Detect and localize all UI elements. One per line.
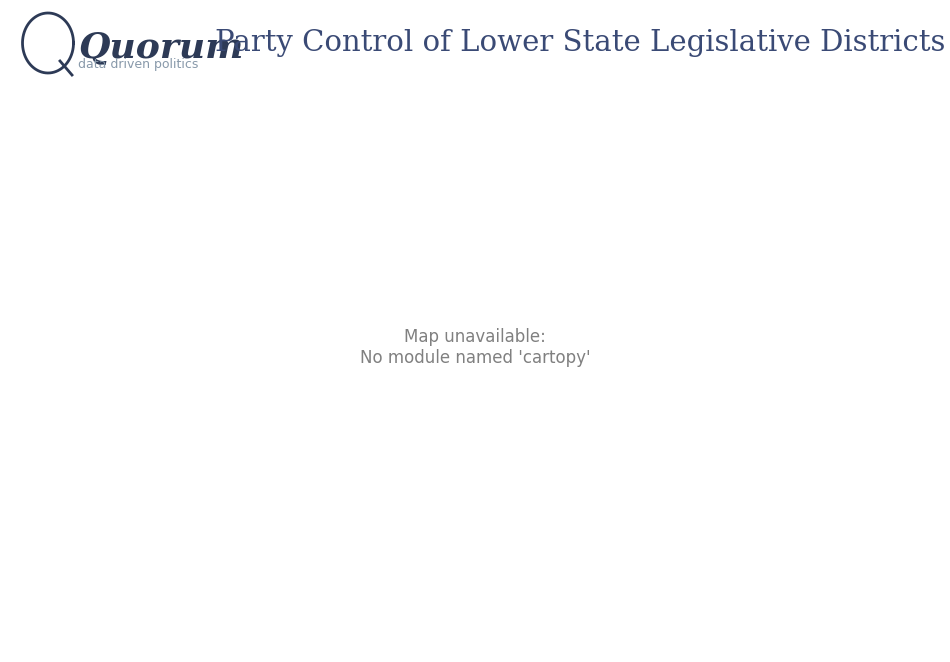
Text: Map unavailable:
No module named 'cartopy': Map unavailable: No module named 'cartop… [360, 328, 590, 367]
Text: www.quorum.us: www.quorum.us [15, 632, 116, 645]
Text: data driven politics: data driven politics [78, 58, 199, 71]
Text: facebook.com/datadrivenpolitics    @QuorumAnalytics: facebook.com/datadrivenpolitics @QuorumA… [595, 632, 935, 645]
Text: Quorum: Quorum [78, 31, 243, 65]
Text: Party Control of Lower State Legislative Districts: Party Control of Lower State Legislative… [215, 29, 945, 57]
